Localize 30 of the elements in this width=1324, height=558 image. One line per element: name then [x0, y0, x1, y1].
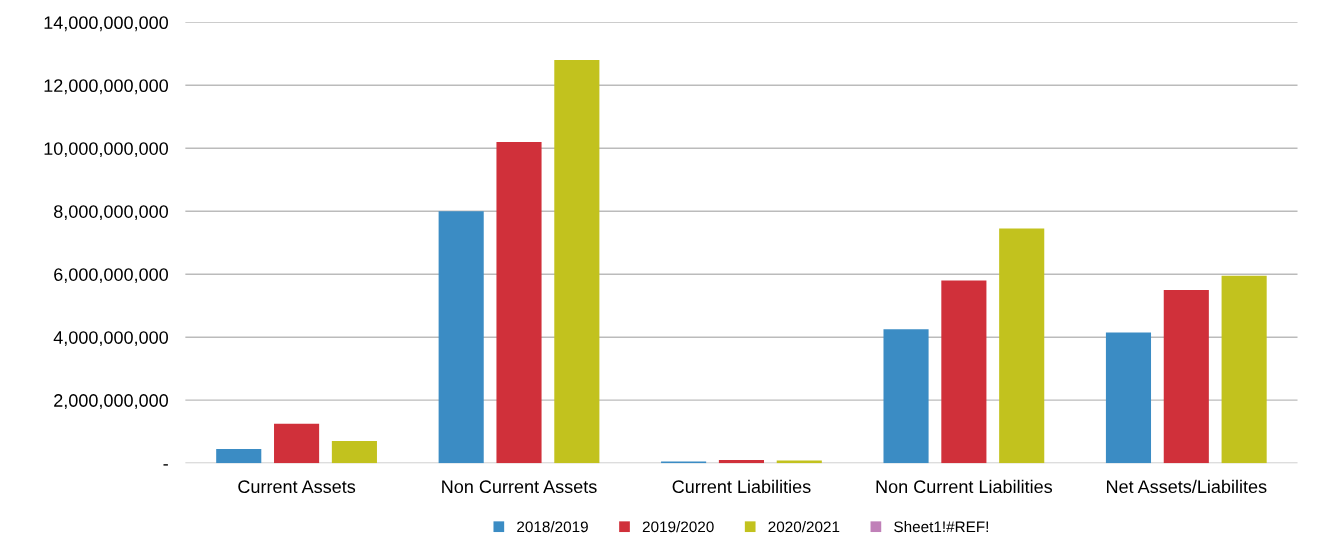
bar	[941, 280, 987, 464]
bar	[438, 211, 484, 464]
legend-label: 2020/2021	[768, 520, 840, 533]
x-tick-label: Non Current Liabilities	[876, 479, 1053, 494]
legend-label: Sheet1!#REF!	[894, 520, 989, 533]
y-tick-label: 2,000,000,000	[54, 394, 168, 410]
bar	[1105, 332, 1152, 464]
y-tick-label: 4,000,000,000	[53, 331, 168, 347]
bar	[331, 441, 377, 464]
y-tick-label: 8,000,000,000	[54, 205, 168, 221]
bar	[718, 459, 764, 464]
x-tick-label: Non Current Assets	[442, 480, 597, 494]
bar	[496, 141, 542, 464]
bar	[554, 60, 600, 464]
bar	[274, 423, 320, 464]
y-tick-label: 10,000,000,000	[44, 142, 168, 158]
x-tick-label: Net Assets/Liabilites	[1107, 479, 1267, 494]
bar	[999, 228, 1045, 464]
bar	[1221, 275, 1267, 464]
bar	[1163, 289, 1209, 464]
y-tick-label: 12,000,000,000	[44, 79, 168, 95]
y-tick-label: -	[163, 464, 168, 466]
legend-label: 2019/2020	[642, 520, 714, 533]
x-tick-label: Current Liabilities	[672, 479, 811, 494]
bar	[883, 329, 929, 464]
y-tick-label: 14,000,000,000	[44, 16, 168, 32]
y-tick-label: 6,000,000,000	[54, 268, 168, 284]
bar	[216, 448, 262, 464]
legend-label: 2018/2019	[517, 520, 588, 533]
x-tick-label: Current Assets	[238, 480, 356, 494]
